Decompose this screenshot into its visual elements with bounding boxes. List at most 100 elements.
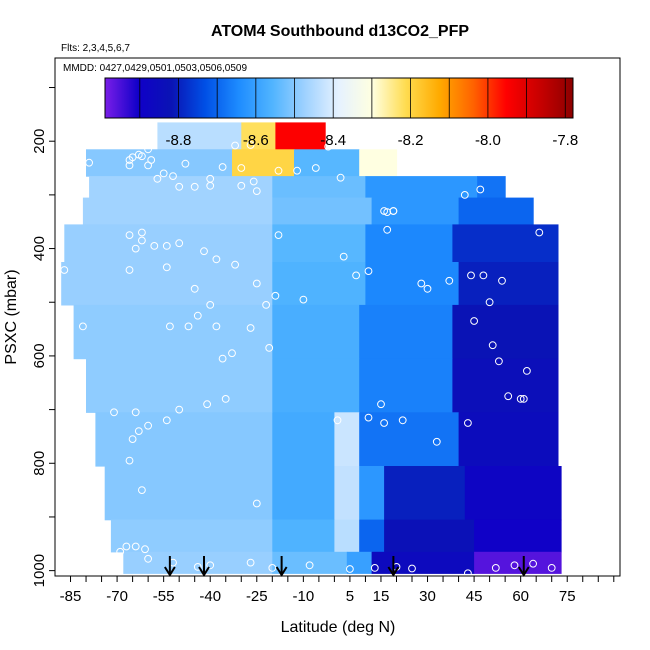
- heatmap-layer: [61, 122, 562, 574]
- sample-point: [252, 279, 261, 288]
- heatmap-cell: [359, 519, 385, 553]
- sample-point: [218, 354, 227, 363]
- colorbar-tick-label: -8.8: [166, 132, 192, 149]
- sample-point: [231, 141, 240, 150]
- flight-arrow: [198, 556, 210, 577]
- colorbar: -8.8 -8.6 -8.4 -8.2 -8.0 -7.8: [104, 77, 578, 149]
- heatmap-cell: [294, 149, 360, 177]
- sample-point: [246, 141, 255, 149]
- heatmap-cell: [365, 224, 453, 263]
- sample-point: [377, 400, 385, 409]
- sample-point: [150, 242, 159, 250]
- sample-point: [383, 225, 392, 234]
- x-tick-label: -85: [60, 588, 82, 605]
- heatmap-cell: [110, 519, 273, 553]
- x-tick-label: -55: [153, 588, 175, 605]
- sample-point: [162, 263, 171, 272]
- sample-point: [488, 341, 497, 350]
- sample-point: [237, 181, 246, 190]
- heatmap-cell: [359, 304, 453, 360]
- sample-point: [370, 564, 379, 572]
- heatmap-cell: [474, 551, 562, 574]
- sample-point: [203, 400, 212, 409]
- sample-point: [131, 408, 140, 417]
- heatmap-cell: [384, 466, 466, 521]
- sample-point: [246, 558, 255, 567]
- sample-point: [128, 435, 137, 444]
- sample-point: [184, 322, 193, 331]
- sample-point: [190, 182, 199, 191]
- sample-point: [125, 266, 134, 274]
- flight-arrow: [387, 556, 400, 577]
- heatmap-cell: [474, 519, 562, 553]
- heatmap-cell: [334, 466, 360, 521]
- colorbar-tick-label: -8.4: [320, 132, 346, 149]
- sample-point: [153, 174, 162, 183]
- heatmap-cell: [452, 224, 559, 263]
- sample-point: [398, 416, 407, 425]
- heatmap-cell: [359, 412, 460, 467]
- sample-point: [206, 301, 215, 309]
- y-tick-label: 1000: [31, 554, 48, 587]
- flight-arrows-layer: [164, 556, 530, 577]
- sample-point: [547, 564, 556, 572]
- heatmap-cell: [272, 412, 335, 467]
- sample-point: [467, 271, 475, 280]
- sample-point: [138, 486, 146, 495]
- heatmap-cell: [458, 412, 559, 467]
- x-tick-label: 30: [419, 588, 436, 605]
- colorbar-tick-label: -8.2: [398, 132, 424, 149]
- sample-point: [231, 260, 240, 269]
- heatmap-cell: [73, 304, 273, 360]
- sample-point: [252, 187, 261, 196]
- heatmap-cell: [384, 519, 475, 553]
- y-tick-label: 800: [31, 451, 48, 476]
- y-axis-label: PSXC (mbar): [3, 269, 20, 364]
- sample-point: [271, 291, 280, 300]
- sample-point: [125, 456, 134, 465]
- sample-point: [79, 322, 87, 331]
- sample-point: [485, 298, 494, 307]
- y-tick-label: 600: [31, 343, 48, 368]
- colorbar-tick-label: -8.0: [475, 132, 501, 149]
- sample-point: [274, 231, 283, 240]
- sample-point: [364, 267, 373, 276]
- heatmap-cell: [371, 197, 460, 225]
- heatmap-cell: [458, 262, 559, 306]
- sample-point: [134, 427, 143, 436]
- sample-point: [228, 349, 236, 358]
- sample-point: [85, 158, 93, 167]
- sample-point: [519, 395, 528, 403]
- sample-point: [339, 252, 348, 261]
- sample-point: [491, 564, 500, 572]
- flight-arrow: [275, 556, 288, 577]
- sample-point: [193, 311, 202, 320]
- heatmap-cell: [82, 197, 273, 225]
- heatmap-cell: [464, 466, 562, 521]
- colorbar-tick-label: -7.8: [552, 132, 578, 149]
- sample-point: [193, 563, 202, 571]
- flights-label: Flts: 2,3,4,5,6,7: [61, 43, 130, 54]
- sample-point: [144, 554, 153, 563]
- colorbar-gradient: [104, 77, 574, 119]
- heatmap-cell: [64, 224, 273, 263]
- sample-point: [479, 271, 488, 280]
- sample-point: [125, 161, 134, 170]
- sample-point: [175, 182, 184, 191]
- sample-point: [476, 185, 485, 194]
- heatmap-cell: [452, 304, 559, 360]
- sample-point: [206, 174, 215, 183]
- sample-point: [516, 395, 525, 403]
- sample-point: [181, 159, 190, 168]
- sample-point: [324, 142, 333, 151]
- x-tick-label: 60: [512, 588, 529, 605]
- sample-point: [299, 295, 308, 304]
- sample-point: [190, 284, 199, 293]
- heatmap-cell: [334, 519, 360, 553]
- flight-arrow: [517, 556, 530, 577]
- sample-point: [364, 413, 373, 422]
- sample-point: [510, 561, 519, 570]
- sample-point: [504, 392, 513, 401]
- heatmap-cell: [272, 466, 335, 521]
- sample-point: [460, 191, 469, 199]
